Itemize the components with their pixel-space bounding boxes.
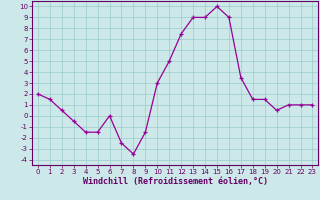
X-axis label: Windchill (Refroidissement éolien,°C): Windchill (Refroidissement éolien,°C) [83,177,268,186]
